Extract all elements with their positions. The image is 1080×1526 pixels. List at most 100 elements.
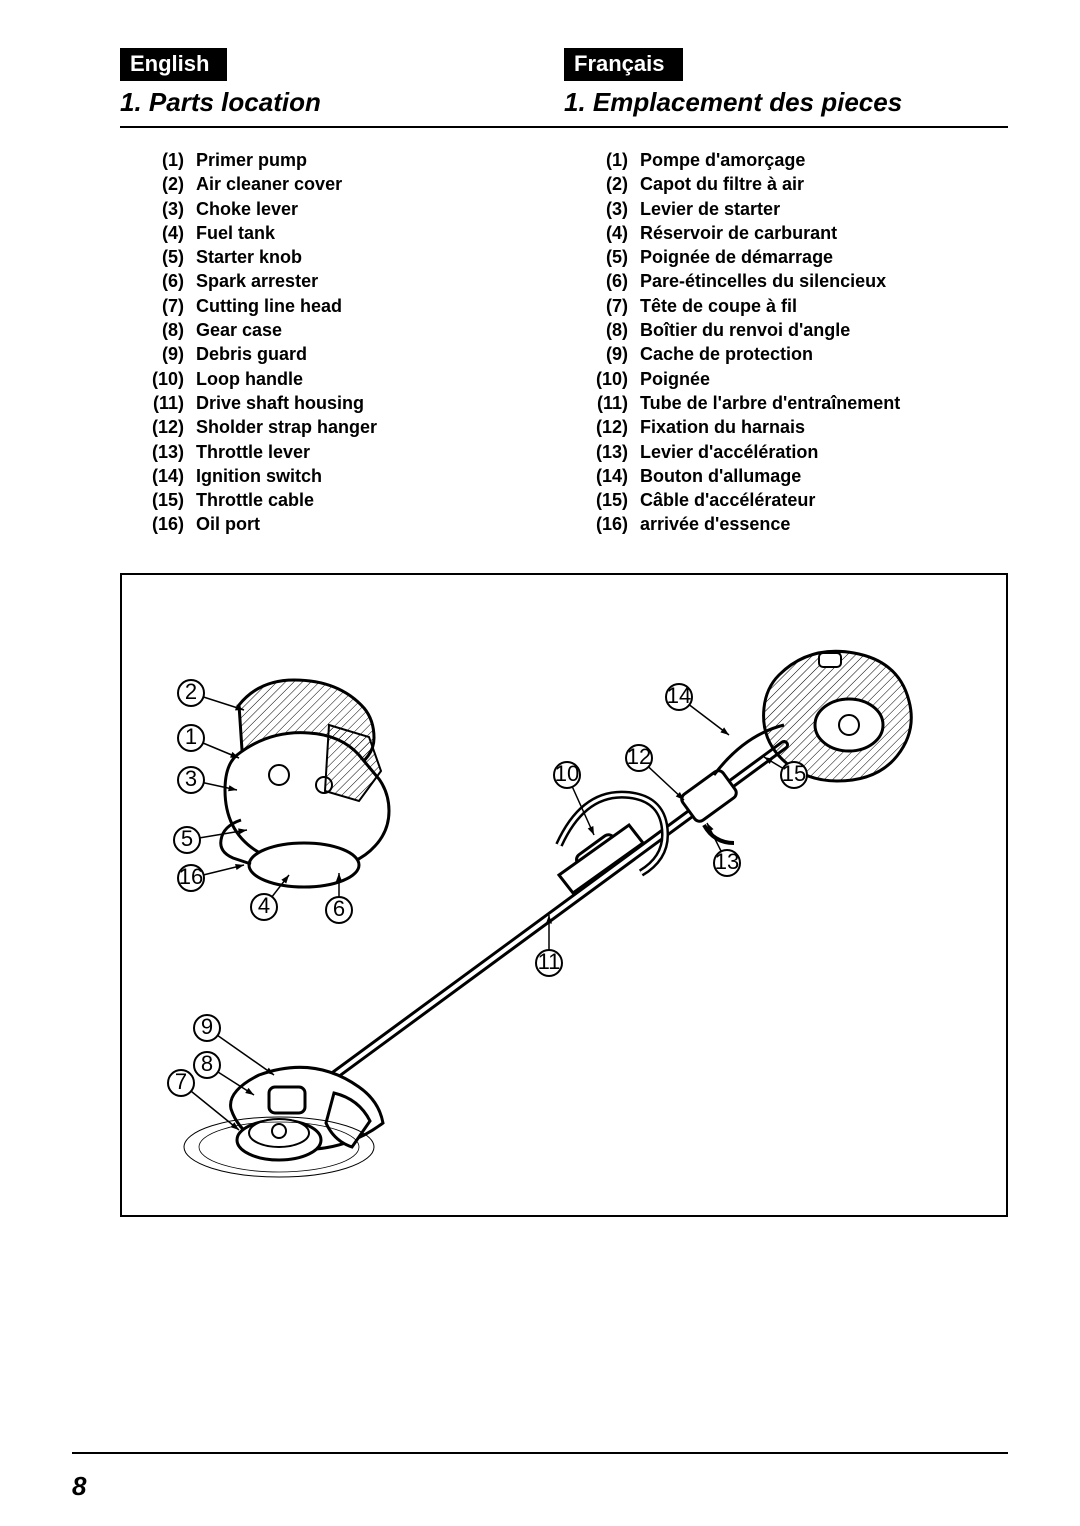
item-number: (8) [144,318,196,342]
lang-tag-english: English [120,48,227,81]
parts-list-item: (15)Câble d'accélérateur [588,488,1008,512]
item-number: (7) [588,294,640,318]
manual-page: English 1. Parts location Français 1. Em… [0,0,1080,1526]
item-number: (10) [144,367,196,391]
rear-engine-group [679,651,911,843]
item-number: (13) [144,440,196,464]
svg-text:4: 4 [258,893,270,918]
item-label: Fuel tank [196,221,275,245]
svg-text:15: 15 [782,761,806,786]
parts-list-item: (13)Levier d'accélération [588,440,1008,464]
item-number: (16) [588,512,640,536]
item-label: Loop handle [196,367,303,391]
parts-list-item: (14)Bouton d'allumage [588,464,1008,488]
parts-list-item: (10)Poignée [588,367,1008,391]
section-title-english: 1. Parts location [120,87,564,118]
item-number: (11) [144,391,196,415]
svg-text:14: 14 [667,683,691,708]
parts-list-item: (2)Capot du filtre à air [588,172,1008,196]
parts-list-item: (5)Starter knob [144,245,564,269]
item-number: (11) [588,391,640,415]
item-number: (12) [144,415,196,439]
item-number: (5) [588,245,640,269]
svg-text:5: 5 [181,826,193,851]
item-number: (16) [144,512,196,536]
item-label: Pompe d'amorçage [640,148,805,172]
item-label: Fixation du harnais [640,415,805,439]
item-label: Choke lever [196,197,298,221]
item-number: (3) [144,197,196,221]
parts-list-item: (9)Cache de protection [588,342,1008,366]
item-label: Gear case [196,318,282,342]
trimmer-illustration: 12345678910111213141516 [122,575,1006,1215]
item-label: Câble d'accélérateur [640,488,815,512]
parts-list-item: (4)Réservoir de carburant [588,221,1008,245]
item-number: (14) [588,464,640,488]
item-label: Cutting line head [196,294,342,318]
parts-list-item: (14)Ignition switch [144,464,564,488]
item-number: (10) [588,367,640,391]
item-number: (12) [588,415,640,439]
divider-top [120,126,1008,128]
item-number: (1) [588,148,640,172]
svg-text:9: 9 [201,1014,213,1039]
item-label: Throttle lever [196,440,310,464]
svg-text:6: 6 [333,896,345,921]
item-label: Poignée [640,367,710,391]
item-label: Levier de starter [640,197,780,221]
item-number: (8) [588,318,640,342]
parts-list-item: (13)Throttle lever [144,440,564,464]
parts-list-item: (16)arrivée d'essence [588,512,1008,536]
svg-text:13: 13 [715,849,739,874]
item-label: Tête de coupe à fil [640,294,797,318]
item-label: Pare-étincelles du silencieux [640,269,886,293]
parts-list-item: (7)Tête de coupe à fil [588,294,1008,318]
item-number: (6) [144,269,196,293]
item-number: (15) [588,488,640,512]
item-label: Debris guard [196,342,307,366]
item-label: Capot du filtre à air [640,172,804,196]
item-number: (15) [144,488,196,512]
parts-list-item: (8)Gear case [144,318,564,342]
parts-list-item: (12)Fixation du harnais [588,415,1008,439]
parts-list-item: (7)Cutting line head [144,294,564,318]
item-number: (4) [144,221,196,245]
item-label: arrivée d'essence [640,512,790,536]
parts-list-item: (1)Primer pump [144,148,564,172]
item-label: Oil port [196,512,260,536]
figure-diagram: 12345678910111213141516 [120,573,1008,1217]
svg-text:10: 10 [555,761,579,786]
item-number: (14) [144,464,196,488]
svg-text:2: 2 [185,679,197,704]
item-label: Primer pump [196,148,307,172]
item-label: Poignée de démarrage [640,245,833,269]
item-label: Throttle cable [196,488,314,512]
parts-list-item: (9)Debris guard [144,342,564,366]
svg-text:7: 7 [175,1069,187,1094]
item-label: Cache de protection [640,342,813,366]
item-label: Bouton d'allumage [640,464,801,488]
parts-list-item: (6)Pare-étincelles du silencieux [588,269,1008,293]
header-row: English 1. Parts location Français 1. Em… [120,48,1008,124]
parts-list-french: (1)Pompe d'amorçage(2)Capot du filtre à … [564,148,1008,537]
item-number: (3) [588,197,640,221]
item-label: Levier d'accélération [640,440,818,464]
svg-text:16: 16 [179,864,203,889]
parts-list-item: (6)Spark arrester [144,269,564,293]
parts-list-item: (3)Levier de starter [588,197,1008,221]
parts-list-item: (5)Poignée de démarrage [588,245,1008,269]
cutting-head-group [184,1067,383,1177]
parts-list-item: (3)Choke lever [144,197,564,221]
svg-text:11: 11 [538,949,561,974]
item-number: (1) [144,148,196,172]
header-french: Français 1. Emplacement des pieces [564,48,1008,124]
item-label: Boîtier du renvoi d'angle [640,318,850,342]
parts-list-item: (11)Tube de l'arbre d'entraînement [588,391,1008,415]
header-english: English 1. Parts location [120,48,564,124]
parts-list-item: (10)Loop handle [144,367,564,391]
item-number: (13) [588,440,640,464]
item-number: (2) [588,172,640,196]
item-label: Air cleaner cover [196,172,342,196]
item-label: Ignition switch [196,464,322,488]
item-number: (7) [144,294,196,318]
